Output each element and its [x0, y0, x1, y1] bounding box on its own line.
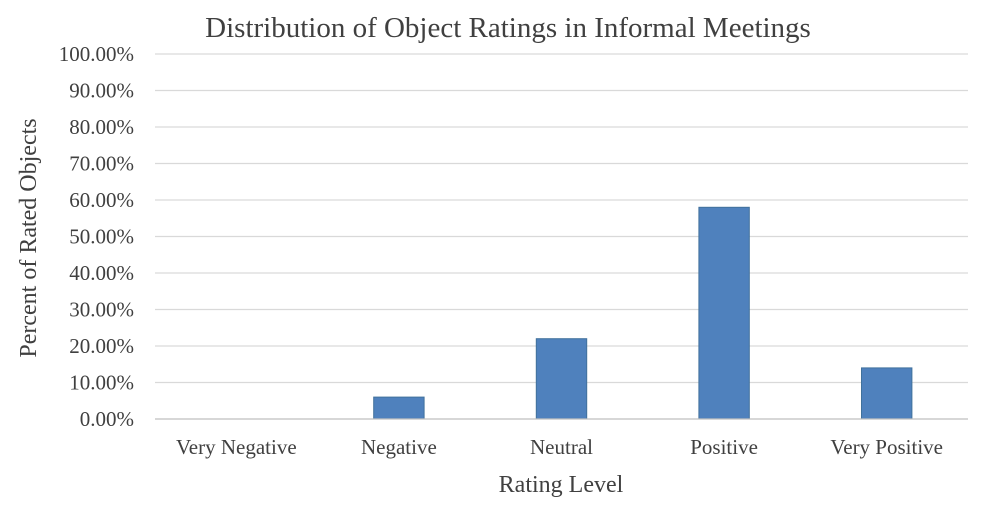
- gridlines: [155, 53, 968, 384]
- bars: [373, 206, 913, 420]
- y-tick-label: 50.00%: [69, 225, 134, 249]
- y-tick-label: 40.00%: [69, 261, 134, 285]
- y-tick-label: 10.00%: [69, 371, 134, 395]
- y-axis-ticks: 0.00% 10.00% 20.00% 30.00% 40.00% 50.00% 60.00…: [59, 42, 134, 431]
- bar-positive: [698, 206, 750, 420]
- y-tick-label: 90.00%: [69, 79, 134, 103]
- bar-very-positive: [860, 367, 913, 420]
- y-tick-label: 100.00%: [59, 42, 134, 66]
- bar-negative: [373, 396, 425, 420]
- x-tick-label: Very Positive: [830, 435, 943, 459]
- x-tick-label: Neutral: [530, 435, 593, 459]
- x-tick-label: Very Negative: [176, 435, 297, 459]
- x-tick-label: Positive: [690, 435, 758, 459]
- bar-neutral: [535, 338, 588, 420]
- x-tick-label: Negative: [361, 435, 437, 459]
- y-tick-label: 80.00%: [69, 115, 134, 139]
- y-tick-label: 20.00%: [69, 334, 134, 358]
- y-tick-label: 30.00%: [69, 298, 134, 322]
- y-axis-title: Percent of Rated Objects: [16, 118, 42, 357]
- y-tick-label: 0.00%: [80, 407, 134, 431]
- chart-title: Distribution of Object Ratings in Inform…: [205, 12, 811, 44]
- x-axis-title: Rating Level: [499, 472, 624, 498]
- y-tick-label: 70.00%: [69, 152, 134, 176]
- x-axis-ticks: Very Negative Negative Neutral Positive Very…: [176, 435, 943, 459]
- y-tick-label: 60.00%: [69, 188, 134, 212]
